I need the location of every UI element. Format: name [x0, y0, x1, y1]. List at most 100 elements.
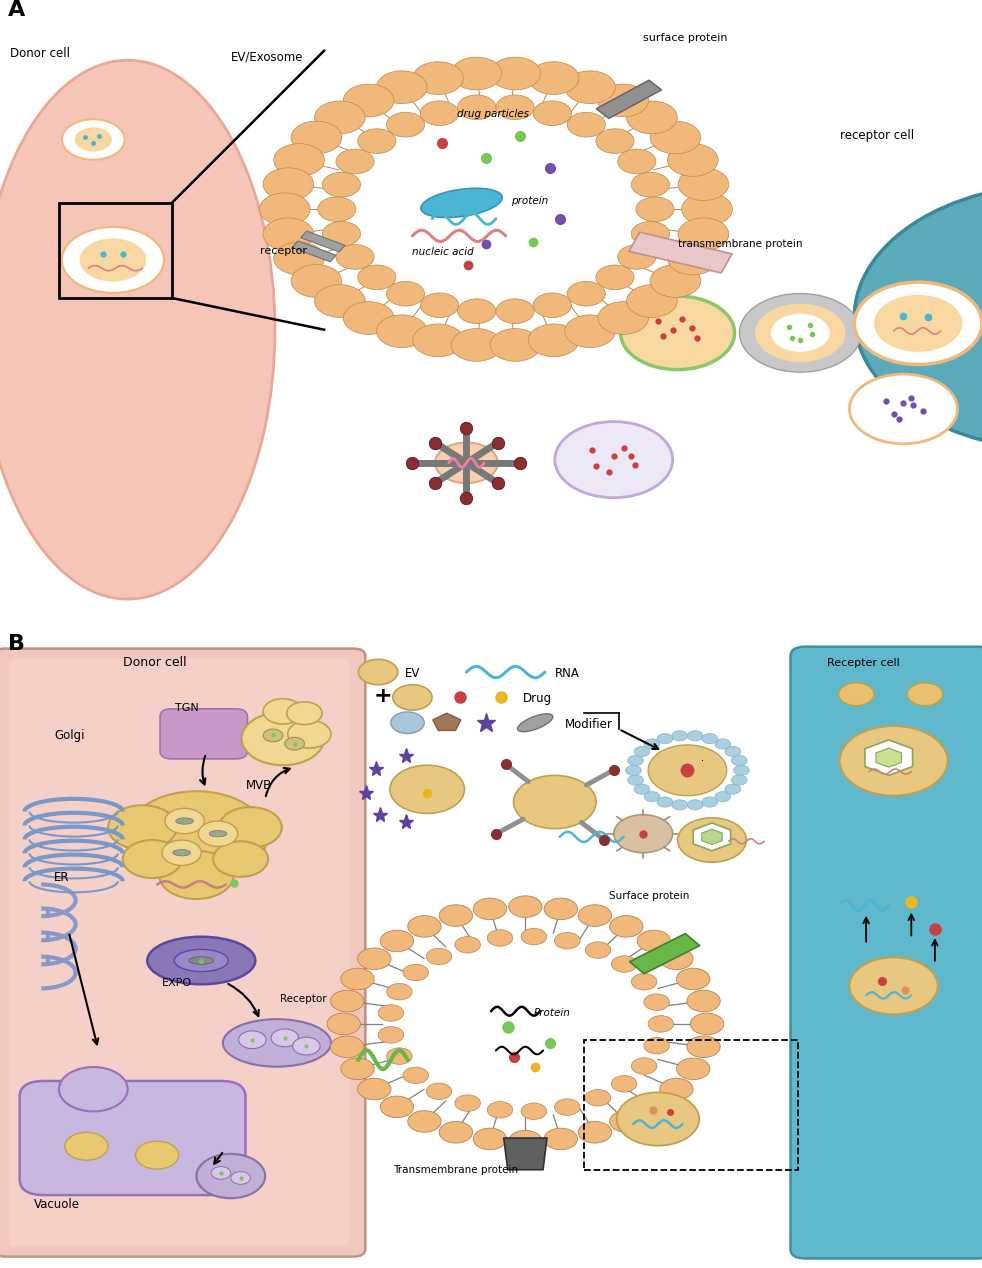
Circle shape [544, 1129, 577, 1150]
Circle shape [648, 1016, 674, 1032]
Ellipse shape [147, 937, 255, 984]
Circle shape [672, 730, 687, 741]
Text: RNA: RNA [555, 667, 579, 680]
Text: Modifier: Modifier [565, 718, 613, 730]
Circle shape [598, 84, 648, 117]
Bar [584, 1040, 798, 1169]
FancyBboxPatch shape [0, 649, 365, 1257]
Circle shape [686, 990, 720, 1012]
Circle shape [274, 242, 324, 275]
Circle shape [458, 299, 496, 323]
Circle shape [65, 1132, 108, 1160]
Circle shape [327, 1013, 360, 1035]
Text: ER: ER [54, 871, 70, 884]
Circle shape [62, 119, 125, 160]
Text: Transmembrane protein: Transmembrane protein [393, 1165, 518, 1175]
Ellipse shape [518, 714, 553, 732]
Circle shape [690, 1013, 724, 1035]
FancyBboxPatch shape [791, 647, 982, 1258]
Circle shape [672, 800, 687, 810]
Circle shape [263, 167, 313, 200]
Circle shape [679, 218, 729, 251]
Circle shape [555, 932, 580, 948]
Circle shape [376, 314, 427, 347]
Circle shape [596, 129, 634, 153]
Circle shape [408, 1111, 441, 1132]
Circle shape [391, 713, 424, 733]
FancyBboxPatch shape [9, 659, 350, 1246]
Circle shape [612, 956, 637, 973]
Circle shape [490, 57, 541, 90]
Circle shape [412, 62, 464, 95]
Circle shape [263, 729, 283, 742]
Circle shape [487, 1102, 513, 1118]
Circle shape [578, 905, 612, 927]
Circle shape [123, 839, 182, 877]
Circle shape [336, 245, 374, 269]
Text: Golgi: Golgi [54, 729, 84, 742]
Circle shape [644, 994, 670, 1011]
Circle shape [211, 1167, 231, 1179]
Circle shape [686, 1036, 720, 1058]
Circle shape [631, 1058, 657, 1074]
Circle shape [496, 95, 534, 119]
Circle shape [568, 281, 605, 306]
Circle shape [395, 940, 656, 1108]
Polygon shape [629, 933, 700, 974]
Circle shape [420, 101, 459, 126]
Circle shape [59, 1066, 128, 1111]
Circle shape [631, 172, 670, 197]
Circle shape [136, 1141, 179, 1169]
Text: EV/Exosome: EV/Exosome [231, 51, 303, 63]
Text: B: B [8, 634, 25, 654]
Circle shape [634, 747, 650, 757]
Circle shape [420, 293, 459, 317]
Text: Protein: Protein [533, 1008, 571, 1018]
Ellipse shape [223, 1019, 331, 1066]
Ellipse shape [0, 61, 275, 600]
Circle shape [739, 293, 861, 373]
Circle shape [487, 929, 513, 946]
Text: Surface protein: Surface protein [609, 891, 689, 902]
Circle shape [426, 948, 452, 965]
Circle shape [677, 1058, 710, 1079]
Circle shape [455, 937, 480, 954]
Polygon shape [300, 231, 345, 252]
Circle shape [80, 238, 146, 281]
Circle shape [490, 328, 541, 361]
Circle shape [108, 805, 177, 850]
Circle shape [682, 193, 733, 226]
Circle shape [274, 143, 324, 176]
Circle shape [259, 193, 310, 226]
Circle shape [631, 974, 657, 990]
Circle shape [668, 242, 718, 275]
Circle shape [231, 1172, 250, 1184]
Circle shape [358, 659, 398, 685]
Circle shape [627, 775, 643, 785]
Circle shape [636, 197, 674, 222]
Circle shape [626, 766, 641, 776]
Circle shape [496, 299, 534, 323]
Circle shape [610, 1111, 643, 1132]
Circle shape [874, 294, 962, 351]
Text: drug particles: drug particles [457, 109, 528, 119]
Circle shape [314, 101, 365, 133]
Circle shape [318, 197, 355, 222]
Text: A: A [8, 0, 26, 20]
Circle shape [679, 167, 729, 200]
Circle shape [732, 756, 747, 766]
Circle shape [357, 129, 396, 153]
FancyBboxPatch shape [160, 709, 247, 758]
Text: Donor cell: Donor cell [10, 47, 70, 60]
Text: protein: protein [511, 197, 548, 207]
Circle shape [907, 682, 943, 705]
Circle shape [455, 1094, 480, 1111]
Ellipse shape [209, 831, 227, 837]
Polygon shape [596, 80, 662, 118]
Text: surface protein: surface protein [643, 33, 728, 43]
Circle shape [610, 915, 643, 937]
Circle shape [840, 725, 948, 796]
Text: nucleic acid: nucleic acid [412, 247, 474, 257]
Text: transmembrane protein: transmembrane protein [678, 240, 802, 250]
Text: Drug: Drug [522, 692, 552, 705]
